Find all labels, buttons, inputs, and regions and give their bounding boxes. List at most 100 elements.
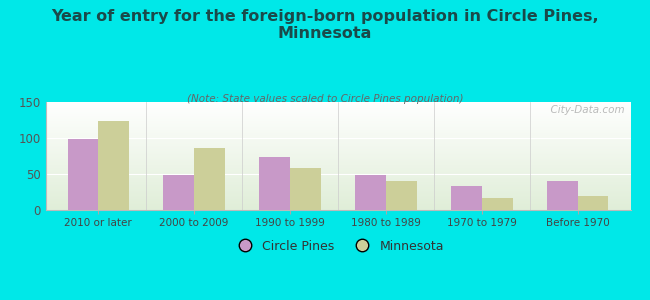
Bar (46, 206, 630, 207)
Bar (46, 149, 630, 150)
Bar (46, 122, 630, 123)
Bar (578, 196, 608, 210)
Bar (46, 198, 630, 199)
Bar (46, 163, 630, 164)
Bar (46, 118, 630, 119)
Bar (46, 114, 630, 115)
Bar (46, 188, 630, 189)
Bar (46, 177, 630, 178)
Bar (259, 158, 290, 210)
Bar (46, 117, 630, 118)
Bar (46, 159, 630, 160)
Bar (46, 138, 630, 139)
Bar (46, 202, 630, 203)
Bar (46, 209, 630, 210)
Bar (46, 191, 630, 192)
Bar (46, 205, 630, 206)
Bar (46, 124, 630, 125)
Bar (46, 190, 630, 191)
Bar (46, 141, 630, 142)
Bar (46, 204, 630, 205)
Bar (46, 185, 630, 186)
Bar (46, 162, 630, 163)
Bar (482, 198, 513, 210)
Bar (356, 175, 386, 210)
Bar (46, 176, 630, 177)
Bar (46, 181, 630, 182)
Bar (290, 168, 320, 210)
Bar (46, 102, 630, 103)
Bar (46, 208, 630, 209)
Bar (46, 139, 630, 140)
Bar (46, 135, 630, 136)
Bar (46, 147, 630, 148)
Bar (46, 113, 630, 114)
Bar (46, 132, 630, 133)
Bar (46, 116, 630, 117)
Bar (46, 106, 630, 107)
Bar (46, 121, 630, 122)
Text: (Note: State values scaled to Circle Pines population): (Note: State values scaled to Circle Pin… (187, 94, 463, 104)
Bar (46, 194, 630, 195)
Bar (46, 157, 630, 158)
Bar (46, 140, 630, 141)
Bar (46, 172, 630, 173)
Bar (46, 178, 630, 179)
Bar (46, 112, 630, 113)
Bar (46, 119, 630, 120)
Bar (46, 152, 630, 153)
Bar (46, 170, 630, 171)
Bar (46, 111, 630, 112)
Bar (46, 129, 630, 130)
Bar (46, 167, 630, 168)
Bar (46, 166, 630, 167)
Bar (46, 108, 630, 109)
Bar (46, 146, 630, 147)
Bar (46, 143, 630, 144)
Bar (46, 207, 630, 208)
Bar (46, 104, 630, 105)
Bar (46, 189, 630, 190)
Bar (46, 128, 630, 129)
Bar (46, 196, 630, 197)
Bar (98, 121, 129, 210)
Bar (46, 158, 630, 159)
Bar (46, 136, 630, 137)
Bar (46, 148, 630, 149)
Bar (46, 151, 630, 152)
Bar (46, 187, 630, 188)
Bar (46, 165, 630, 166)
Bar (46, 107, 630, 108)
Bar (46, 110, 630, 111)
Bar (46, 123, 630, 124)
Bar (46, 115, 630, 116)
Bar (46, 193, 630, 194)
Bar (46, 131, 630, 132)
Bar (46, 179, 630, 180)
Legend: Circle Pines, Minnesota: Circle Pines, Minnesota (227, 235, 449, 258)
Bar (46, 195, 630, 196)
Bar (451, 186, 482, 210)
Bar (46, 142, 630, 143)
Bar (46, 183, 630, 184)
Bar (46, 103, 630, 104)
Bar (46, 150, 630, 151)
Bar (46, 137, 630, 138)
Bar (46, 130, 630, 131)
Bar (46, 153, 630, 154)
Bar (46, 144, 630, 145)
Bar (46, 169, 630, 170)
Text: City-Data.com: City-Data.com (544, 105, 625, 115)
Bar (194, 148, 225, 210)
Bar (46, 168, 630, 169)
Bar (46, 145, 630, 146)
Bar (46, 125, 630, 126)
Bar (46, 174, 630, 175)
Bar (46, 199, 630, 200)
Bar (46, 155, 630, 156)
Bar (46, 201, 630, 202)
Bar (46, 171, 630, 172)
Bar (46, 203, 630, 204)
Bar (46, 161, 630, 162)
Bar (163, 175, 194, 210)
